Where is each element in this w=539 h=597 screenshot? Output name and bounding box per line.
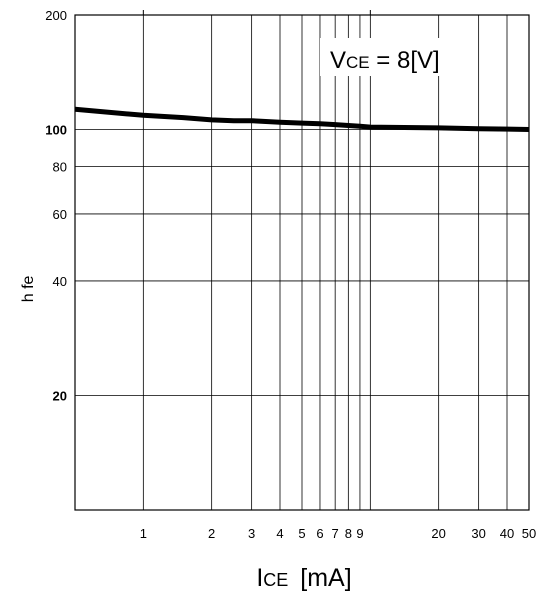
vce-annotation: VCE = 8[V]	[330, 47, 440, 74]
y-tick-label: 60	[53, 207, 67, 222]
x-tick-label: 20	[431, 526, 445, 541]
x-tick-label: 4	[276, 526, 283, 541]
x-tick-label: 40	[500, 526, 514, 541]
tick-labels: 1 2 3 4 5 6 7 8 9 20 30 40 50 200 100 80 60 40 20	[45, 8, 536, 541]
y-tick-label: 200	[45, 8, 67, 23]
x-tick-label: 5	[298, 526, 305, 541]
vce-annotation-rest: = 8[V]	[370, 47, 440, 74]
x-axis-label-unit: [mA]	[300, 564, 351, 592]
x-tick-label: 8	[345, 526, 352, 541]
series	[74, 106, 530, 132]
hfe-curve	[74, 106, 530, 132]
y-tick-label: 20	[53, 388, 67, 403]
x-axis-label: ICE [mA]	[256, 564, 351, 592]
y-tick-label: 80	[53, 159, 67, 174]
y-tick-label: 40	[53, 274, 67, 289]
x-tick-label: 1	[140, 526, 147, 541]
x-tick-label: 50	[522, 526, 536, 541]
grid	[75, 10, 529, 510]
x-tick-label: 7	[332, 526, 339, 541]
x-tick-label: 3	[248, 526, 255, 541]
y-tick-label: 100	[45, 123, 67, 138]
x-axis-label-main: I	[256, 564, 263, 592]
plot-frame	[74, 14, 530, 511]
x-tick-label: 2	[208, 526, 215, 541]
vce-annotation-sub: CE	[346, 53, 370, 72]
x-tick-label: 30	[471, 526, 485, 541]
x-axis-label-sub: CE	[263, 570, 288, 590]
annotation-box	[320, 38, 478, 76]
y-axis-label: h fe	[20, 275, 37, 302]
x-tick-label: 6	[316, 526, 323, 541]
vce-annotation-main: V	[330, 47, 346, 74]
x-tick-label: 9	[356, 526, 363, 541]
